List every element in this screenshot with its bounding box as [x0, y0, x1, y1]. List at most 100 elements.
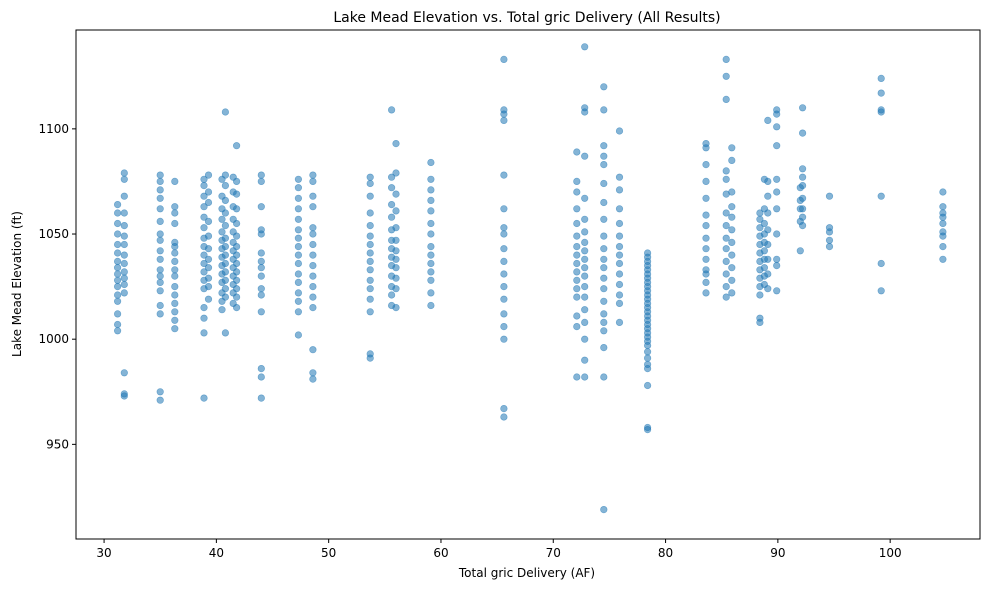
- x-tick-label: 40: [209, 546, 224, 560]
- data-point: [722, 95, 730, 103]
- data-point: [427, 301, 435, 310]
- data-point: [113, 257, 122, 266]
- data-point: [171, 249, 179, 257]
- data-point: [427, 251, 435, 259]
- data-point: [200, 182, 208, 190]
- data-point: [877, 192, 885, 200]
- data-point: [392, 224, 400, 232]
- data-point: [581, 373, 589, 381]
- data-point: [156, 310, 164, 318]
- data-point: [615, 259, 624, 268]
- data-point: [120, 232, 128, 240]
- data-point: [722, 167, 730, 175]
- data-point: [500, 55, 508, 64]
- data-point: [392, 247, 400, 255]
- data-point: [366, 173, 374, 181]
- data-point: [581, 108, 589, 116]
- data-point: [366, 276, 374, 284]
- data-point: [600, 285, 608, 293]
- data-point: [722, 270, 730, 278]
- data-point: [764, 177, 772, 185]
- data-point: [171, 257, 179, 266]
- data-point: [573, 243, 581, 251]
- data-point: [171, 308, 179, 316]
- data-point: [257, 394, 265, 402]
- y-axis-label: Lake Mead Elevation (ft): [10, 211, 24, 357]
- data-point: [221, 108, 229, 116]
- data-point: [221, 259, 229, 268]
- data-point: [764, 270, 772, 278]
- data-point: [500, 323, 508, 331]
- data-point: [113, 270, 122, 278]
- data-point: [722, 55, 730, 64]
- data-point: [257, 365, 265, 373]
- data-point: [309, 293, 317, 301]
- data-point: [764, 116, 772, 124]
- data-point: [581, 264, 589, 272]
- data-point: [702, 194, 710, 202]
- data-point: [600, 297, 608, 305]
- data-point: [756, 215, 764, 223]
- data-point: [309, 203, 317, 211]
- data-point: [877, 259, 885, 268]
- data-point: [643, 426, 652, 434]
- data-point: [756, 291, 764, 299]
- data-point: [427, 175, 435, 183]
- data-point: [702, 211, 710, 219]
- data-point: [643, 381, 652, 390]
- data-point: [156, 177, 164, 185]
- data-point: [309, 375, 317, 383]
- data-point: [233, 304, 241, 312]
- data-point: [702, 245, 710, 253]
- data-point: [257, 291, 265, 299]
- data-point: [773, 205, 781, 213]
- data-point: [113, 264, 122, 272]
- data-point: [600, 232, 608, 240]
- data-point: [388, 213, 396, 221]
- data-point: [939, 219, 947, 228]
- data-point: [760, 247, 769, 255]
- data-point: [722, 283, 730, 291]
- data-point: [877, 89, 885, 97]
- data-point: [171, 283, 179, 291]
- data-point: [643, 354, 652, 362]
- data-point: [573, 373, 581, 381]
- data-point: [156, 255, 164, 263]
- data-point: [728, 251, 736, 259]
- data-point: [204, 198, 213, 207]
- data-point: [233, 190, 241, 198]
- data-point: [120, 169, 128, 177]
- data-point: [722, 257, 730, 266]
- data-point: [156, 278, 164, 287]
- data-point: [366, 232, 374, 240]
- data-point: [257, 203, 265, 211]
- plot-frame: [75, 29, 981, 540]
- data-point: [500, 245, 508, 253]
- data-point: [309, 240, 317, 249]
- x-tick-label: 50: [321, 546, 336, 560]
- data-point: [388, 201, 396, 209]
- data-point: [615, 173, 624, 181]
- data-point: [798, 205, 807, 213]
- data-point: [257, 249, 265, 257]
- data-point: [294, 278, 303, 287]
- data-point: [309, 177, 317, 185]
- data-point: [392, 140, 400, 148]
- data-point: [113, 327, 122, 335]
- data-point: [764, 226, 772, 234]
- data-point: [366, 179, 374, 188]
- data-point: [728, 226, 736, 234]
- data-point: [760, 219, 769, 228]
- data-point: [600, 198, 608, 207]
- data-point: [600, 274, 608, 282]
- data-point: [204, 283, 213, 291]
- data-point: [722, 209, 730, 217]
- data-point: [120, 280, 128, 289]
- data-point: [427, 219, 435, 228]
- data-point: [294, 205, 303, 213]
- data-point: [581, 356, 589, 364]
- data-point: [573, 148, 581, 156]
- data-point: [600, 327, 608, 335]
- data-point: [615, 186, 624, 194]
- data-point: [233, 232, 241, 240]
